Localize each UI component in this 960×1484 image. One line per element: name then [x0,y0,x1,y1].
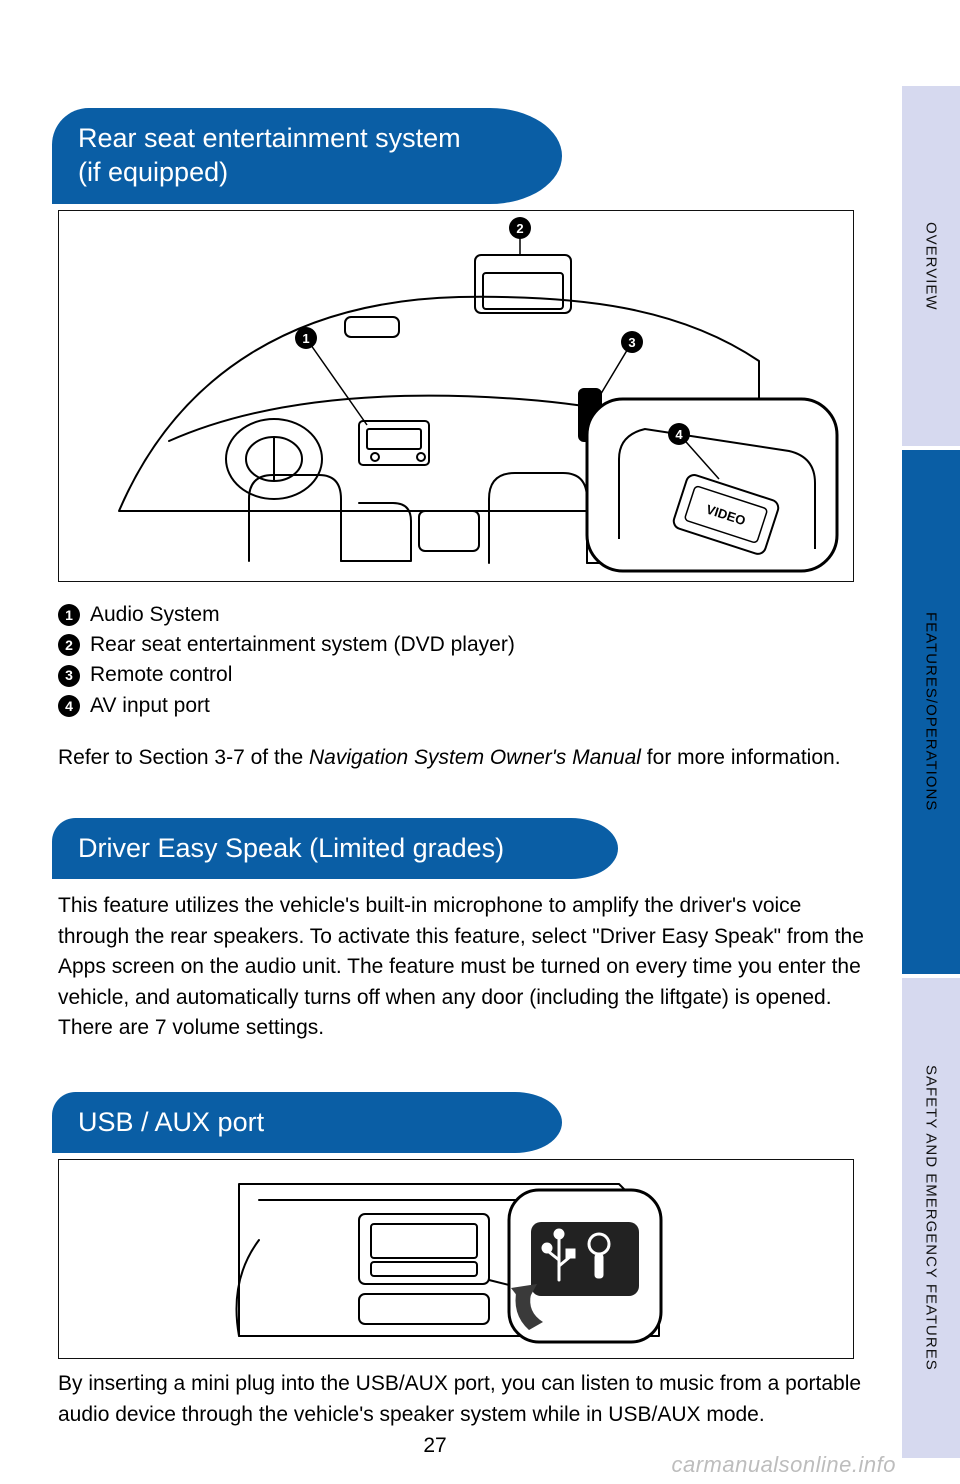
legend-num-icon: 3 [58,665,80,687]
svg-text:3: 3 [628,335,635,350]
legend-text: Rear seat entertainment system (DVD play… [90,630,515,660]
tab-overview: OVERVIEW [902,86,960,446]
rear-seat-title-line1: Rear seat entertainment system [78,123,461,153]
rear-seat-refer: Refer to Section 3-7 of the Navigation S… [58,743,870,773]
usb-aux-figure [58,1159,854,1359]
usb-body: By inserting a mini plug into the USB/AU… [58,1369,870,1430]
section-des-title: Driver Easy Speak (Limited grades) [52,818,618,880]
watermark: carmanualsonline.info [671,1452,896,1478]
rear-seat-legend: 1 Audio System 2 Rear seat entertainment… [58,600,870,722]
usb-title-text: USB / AUX port [78,1107,264,1137]
usb-aux-svg [59,1160,854,1359]
legend-num-icon: 1 [58,604,80,626]
section-rear-seat: Rear seat entertainment system (if equip… [58,0,870,774]
rear-seat-figure: VIDEO 1 2 3 4 [58,210,854,582]
svg-text:4: 4 [675,427,683,442]
legend-text: Remote control [90,660,232,690]
legend-row: 4 AV input port [58,691,870,721]
tab-overview-label: OVERVIEW [923,222,940,311]
svg-text:2: 2 [516,221,523,236]
side-tabs: OVERVIEW FEATURES/OPERATIONS SAFETY AND … [902,0,960,1484]
refer-post: for more information. [641,746,841,769]
legend-row: 3 Remote control [58,660,870,690]
content-column: Rear seat entertainment system (if equip… [58,0,870,1484]
legend-row: 2 Rear seat entertainment system (DVD pl… [58,630,870,660]
section-driver-easy-speak: Driver Easy Speak (Limited grades) This … [58,818,870,1044]
section-rear-seat-title: Rear seat entertainment system (if equip… [52,108,562,204]
rear-seat-title-line2: (if equipped) [78,157,228,187]
des-body: This feature utilizes the vehicle's buil… [58,891,870,1043]
refer-pre: Refer to Section 3-7 of the [58,746,309,769]
section-usb-aux: USB / AUX port [58,1092,870,1431]
tab-features: FEATURES/OPERATIONS [902,450,960,974]
tab-features-label: FEATURES/OPERATIONS [923,612,940,811]
page: OVERVIEW FEATURES/OPERATIONS SAFETY AND … [0,0,960,1484]
refer-ital: Navigation System Owner's Manual [309,746,641,769]
legend-num-icon: 4 [58,695,80,717]
legend-text: AV input port [90,691,210,721]
legend-text: Audio System [90,600,220,630]
tab-safety-label: SAFETY AND EMERGENCY FEATURES [923,1065,940,1371]
tab-safety: SAFETY AND EMERGENCY FEATURES [902,978,960,1458]
section-usb-title: USB / AUX port [52,1092,562,1154]
legend-row: 1 Audio System [58,600,870,630]
legend-num-icon: 2 [58,634,80,656]
des-title-text: Driver Easy Speak (Limited grades) [78,833,504,863]
rear-seat-svg: VIDEO 1 2 3 4 [59,211,854,582]
svg-text:1: 1 [302,331,309,346]
